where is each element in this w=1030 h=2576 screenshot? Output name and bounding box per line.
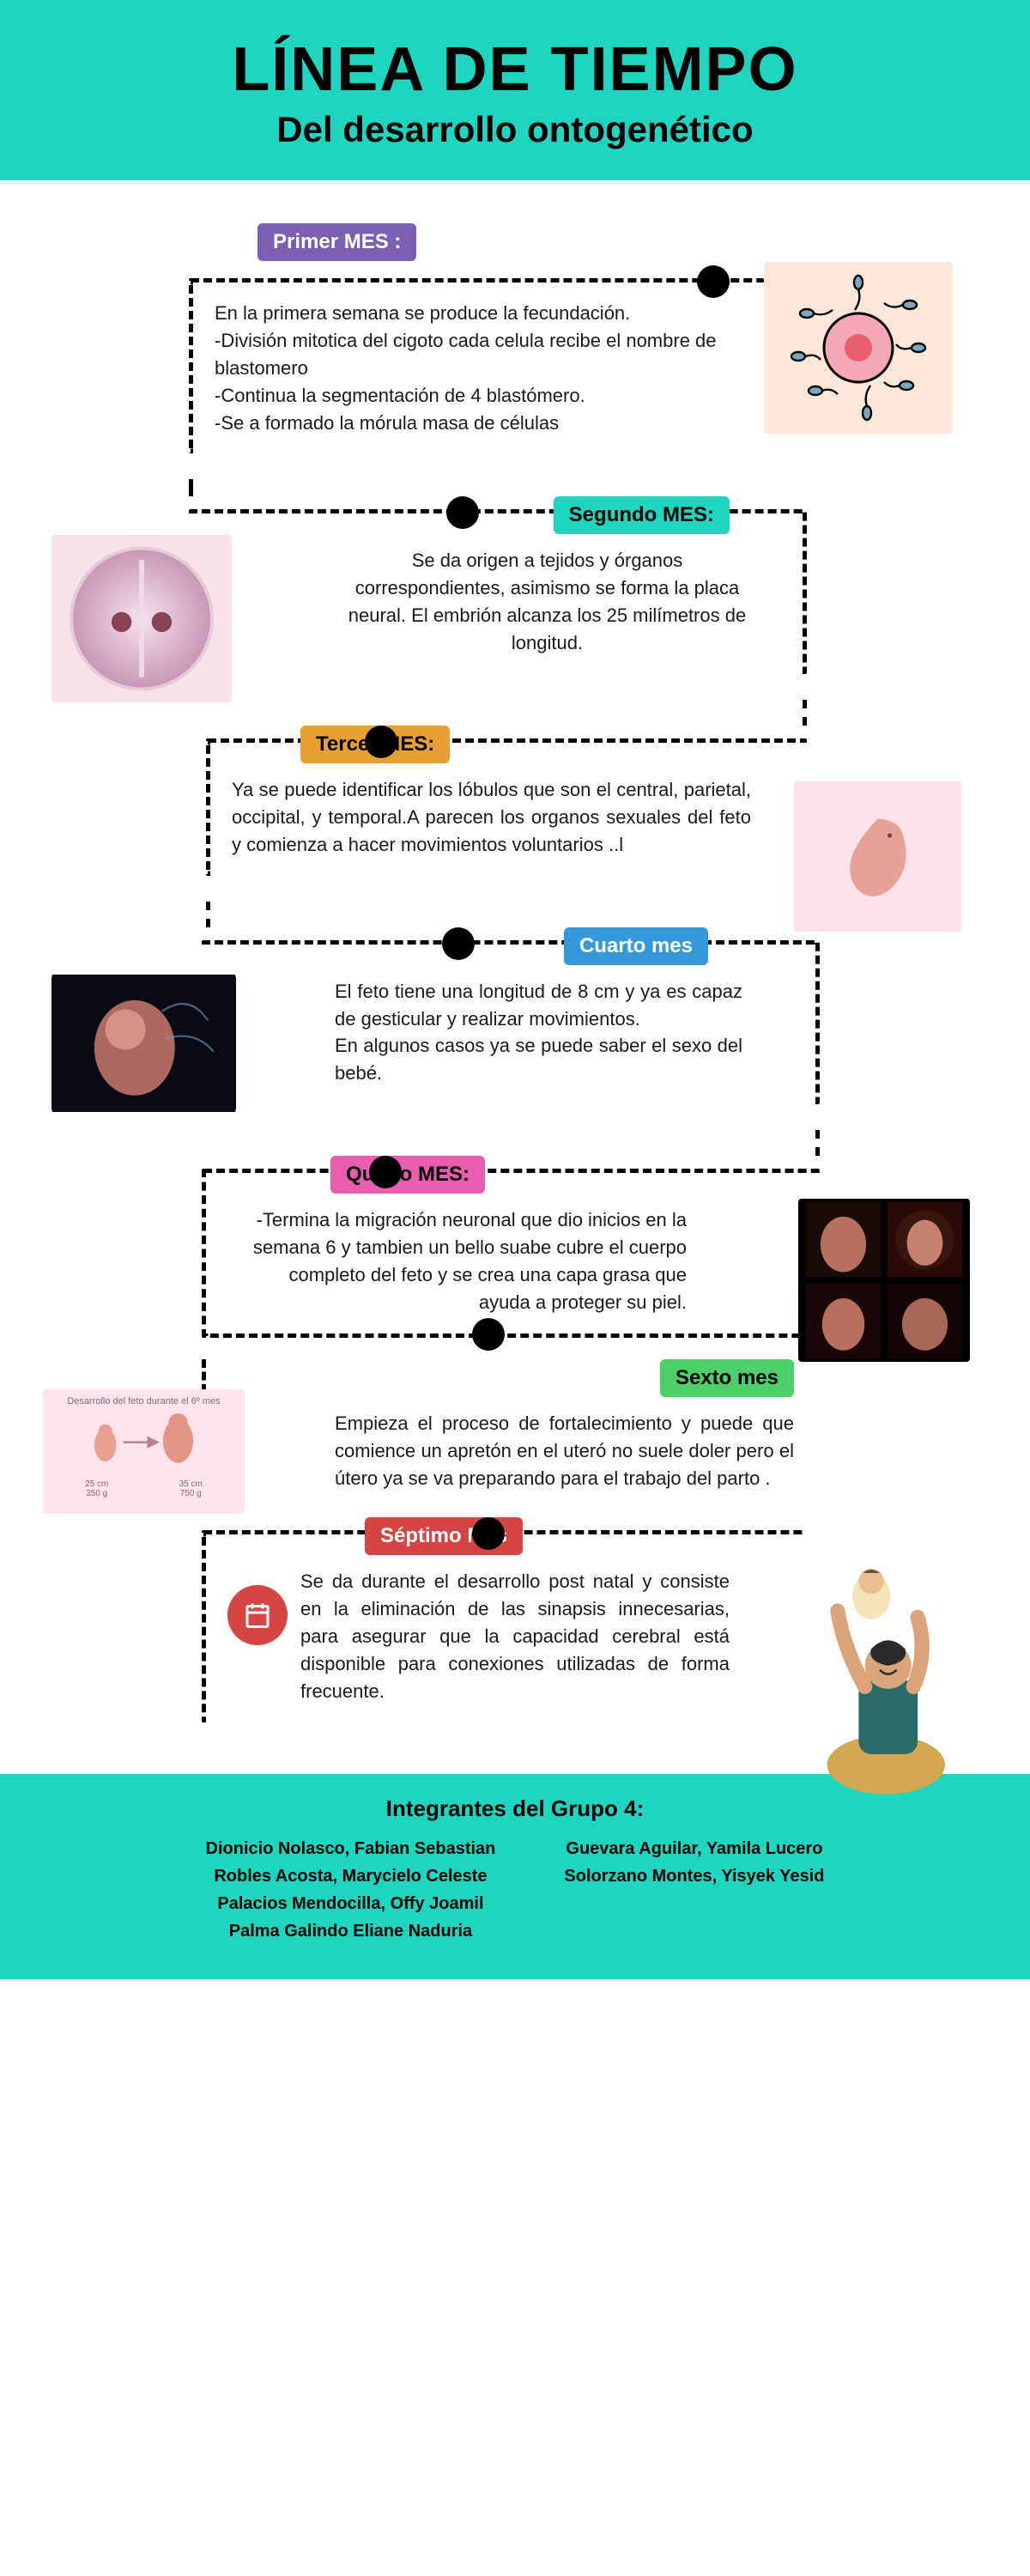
footer-name: Palacios Mendocilla, Offy Joamil bbox=[206, 1890, 496, 1917]
text-month-3: Ya se puede identificar los lóbulos que … bbox=[232, 776, 785, 859]
page-subtitle: Del desarrollo ontogenético bbox=[17, 109, 1013, 150]
illus-fertilization bbox=[764, 262, 953, 434]
footer-name: Palma Galindo Eliane Naduria bbox=[206, 1917, 496, 1945]
footer-name: Robles Acosta, Marycielo Celeste bbox=[206, 1862, 496, 1890]
footer-right-col: Guevara Aguilar, Yamila Lucero Solorzano… bbox=[564, 1835, 824, 1945]
page-title: LÍNEA DE TIEMPO bbox=[17, 34, 1013, 105]
footer-name: Guevara Aguilar, Yamila Lucero bbox=[564, 1835, 824, 1862]
badge-month-6: Sexto mes bbox=[660, 1359, 794, 1397]
illus-parent-baby bbox=[764, 1564, 987, 1796]
section-month-7: Séptimo Mes Se da durante el desarrollo … bbox=[69, 1530, 961, 1722]
footer-title: Integrantes del Grupo 4: bbox=[34, 1795, 996, 1822]
growth-right-label: 35 cm 750 g bbox=[179, 1479, 203, 1498]
growth-caption: Desarrollo del feto durante el 6º mes bbox=[50, 1396, 238, 1406]
footer-left-col: Dionicio Nolasco, Fabian Sebastian Roble… bbox=[206, 1835, 496, 1945]
footer-banner: Integrantes del Grupo 4: Dionicio Nolasc… bbox=[0, 1774, 1030, 1979]
text-month-5: -Termina la migración neuronal que dio i… bbox=[227, 1206, 798, 1316]
section-month-1: Primer MES : En la primera semana se pro… bbox=[69, 223, 961, 453]
illus-fetus-4 bbox=[52, 975, 236, 1112]
text-month-2: Se da origen a tejidos y órganos corresp… bbox=[210, 547, 781, 657]
badge-month-1: Primer MES : bbox=[258, 223, 416, 261]
timeline-content: Primer MES : En la primera semana se pro… bbox=[0, 180, 1030, 1774]
badge-month-4: Cuarto mes bbox=[564, 927, 708, 965]
section-month-4: Cuarto mes El feto tiene una longitud de… bbox=[69, 940, 961, 1105]
page: LÍNEA DE TIEMPO Del desarrollo ontogenét… bbox=[0, 0, 1030, 1979]
section-month-5: Quinto MES: -Termina la migración neuron… bbox=[69, 1169, 961, 1338]
calendar-icon bbox=[227, 1585, 288, 1645]
footer-name: Dionicio Nolasco, Fabian Sebastian bbox=[206, 1835, 496, 1862]
header-banner: LÍNEA DE TIEMPO Del desarrollo ontogenét… bbox=[0, 0, 1030, 180]
growth-left-label: 25 cm 350 g bbox=[85, 1479, 108, 1498]
section-month-3: Tercer MES: Ya se puede identificar los … bbox=[69, 738, 961, 876]
text-month-6: Empieza el proceso de fortalecimiento y … bbox=[206, 1397, 820, 1492]
text-month-4: El feto tiene una longitud de 8 cm y ya … bbox=[223, 978, 794, 1088]
badge-month-5: Quinto MES: bbox=[330, 1156, 485, 1194]
badge-month-2: Segundo MES: bbox=[554, 496, 730, 534]
footer-name: Solorzano Montes, Yisyek Yesid bbox=[564, 1862, 824, 1890]
text-month-1: En la primera semana se produce la fecun… bbox=[215, 300, 742, 436]
illus-fetus-grid bbox=[798, 1199, 970, 1362]
section-month-2: Segundo MES: Se da origen a tejidos y ór… bbox=[69, 509, 961, 674]
section-month-6: Sexto mes Empieza el proceso de fortalec… bbox=[69, 1359, 961, 1505]
illus-growth-chart: Desarrollo del feto durante el 6º mes 25… bbox=[43, 1389, 245, 1514]
illus-cell bbox=[52, 535, 232, 702]
illus-embryo bbox=[794, 781, 961, 932]
text-month-7: Se da durante el desarrollo post natal y… bbox=[300, 1568, 781, 1704]
